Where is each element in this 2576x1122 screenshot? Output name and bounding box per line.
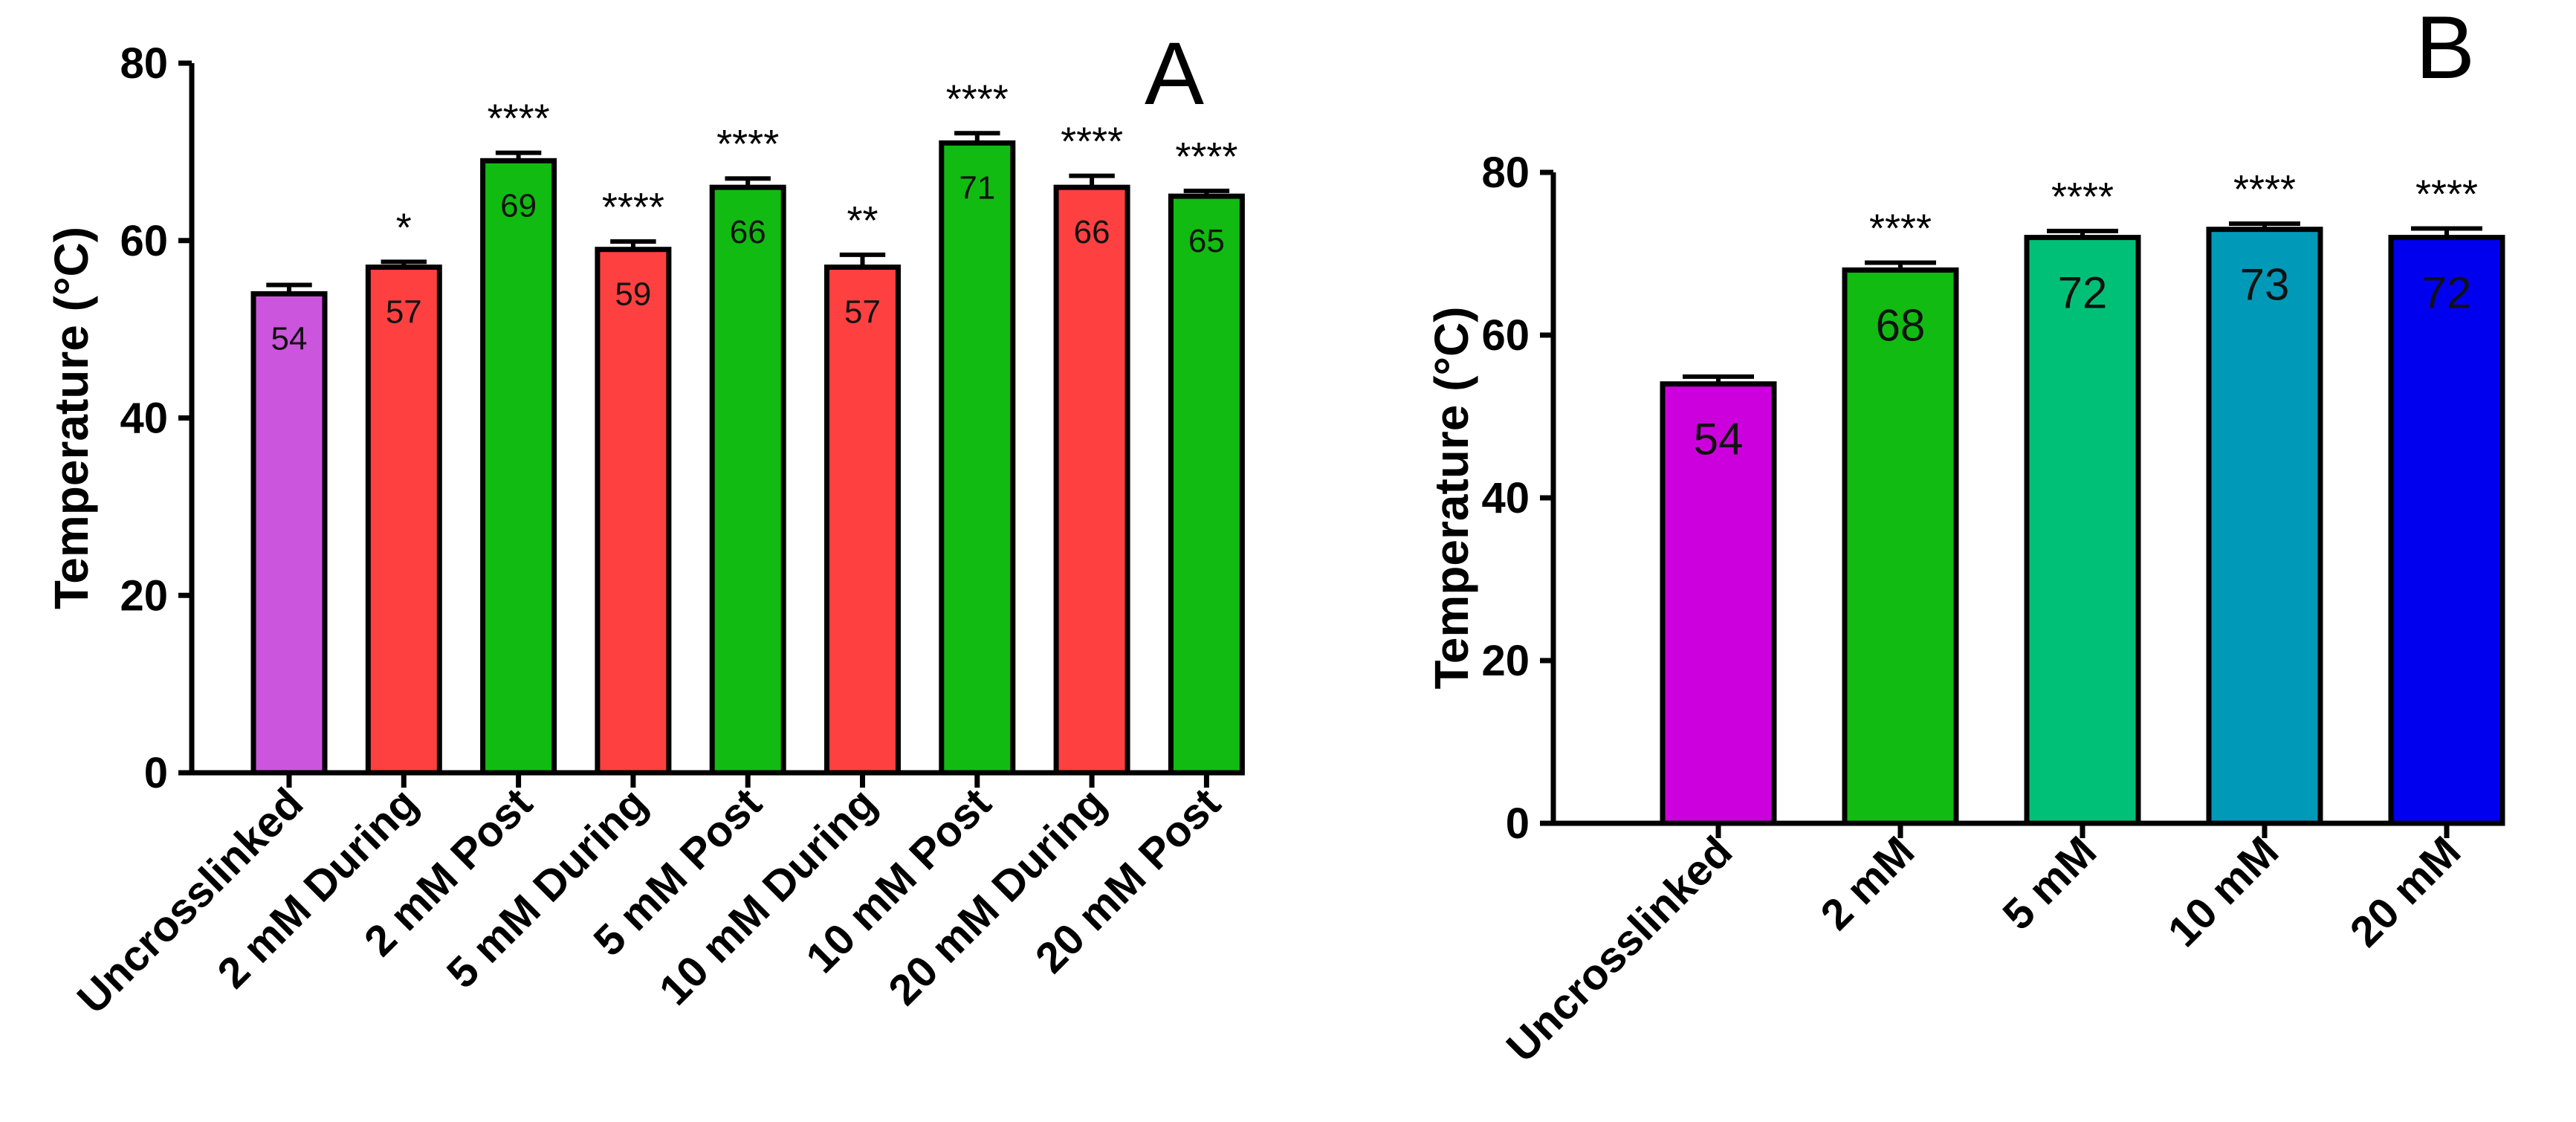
panel-label: A <box>1145 24 1204 123</box>
significance-marker: * <box>396 205 412 250</box>
y-tick-label: 80 <box>120 39 168 88</box>
y-tick-label: 60 <box>120 217 168 265</box>
data-label: 66 <box>730 214 766 250</box>
data-label: 57 <box>844 294 881 331</box>
x-tick-label: 2 mM <box>1811 827 1923 939</box>
bar <box>250 291 328 776</box>
significance-marker: **** <box>488 97 550 141</box>
x-tick-label: Uncrosslinked <box>1498 827 1742 1071</box>
data-label: 54 <box>1694 415 1744 464</box>
panel-b-chart: 0 20 40 60 80 Temperature (°C) B 54 Uncrosslinke… <box>1425 0 2505 1071</box>
data-label: 72 <box>2422 268 2472 318</box>
bar <box>939 140 1016 776</box>
bar <box>2024 235 2141 826</box>
data-label: 72 <box>2058 268 2108 318</box>
bar <box>824 265 901 776</box>
bar <box>1168 193 1245 776</box>
data-label: 71 <box>959 169 995 206</box>
data-label: 54 <box>271 320 308 357</box>
bar <box>1053 184 1130 776</box>
bar <box>1842 267 1959 826</box>
bar <box>709 184 786 776</box>
y-axis-title: Temperature (°C) <box>1425 306 1478 689</box>
data-label: 57 <box>386 294 422 331</box>
significance-marker: **** <box>716 122 779 166</box>
data-label: 69 <box>500 187 537 224</box>
y-tick-label: 80 <box>1481 149 1530 197</box>
bar <box>365 265 442 776</box>
data-label: 68 <box>1876 300 1926 350</box>
significance-marker: **** <box>946 77 1009 121</box>
bar <box>595 247 672 776</box>
bar <box>1660 381 1777 826</box>
bar <box>480 158 557 776</box>
bar <box>2206 227 2323 826</box>
data-label: 73 <box>2240 260 2290 310</box>
y-tick-label: 40 <box>1481 474 1530 522</box>
y-tick-label: 40 <box>120 395 168 443</box>
x-tick-label: 20 mM <box>2341 827 2470 956</box>
significance-marker: ** <box>847 198 878 243</box>
significance-marker: **** <box>1061 120 1123 164</box>
significance-marker: **** <box>2415 172 2478 217</box>
bar <box>2388 235 2505 826</box>
significance-marker: **** <box>1175 134 1237 179</box>
y-tick-label: 60 <box>1481 311 1530 360</box>
significance-marker: **** <box>1869 207 1932 251</box>
data-label: 66 <box>1074 214 1110 250</box>
panel-label: B <box>2415 0 2475 97</box>
y-tick-label: 0 <box>144 749 168 797</box>
x-tick-label: 10 mM <box>2159 827 2288 956</box>
significance-marker: **** <box>602 185 664 230</box>
x-tick-label: 5 mM During <box>438 779 656 997</box>
y-tick-label: 20 <box>1481 637 1530 685</box>
x-tick-label: 2 mM During <box>208 779 427 997</box>
y-tick-label: 20 <box>120 571 168 620</box>
significance-marker: **** <box>2233 167 2296 212</box>
data-label: 59 <box>615 276 651 313</box>
significance-marker: **** <box>2051 175 2114 219</box>
data-label: 65 <box>1188 223 1225 259</box>
x-tick-label: 5 mM <box>1993 827 2106 939</box>
y-axis-title: Temperature (°C) <box>45 227 98 609</box>
y-tick-label: 0 <box>1506 800 1530 848</box>
